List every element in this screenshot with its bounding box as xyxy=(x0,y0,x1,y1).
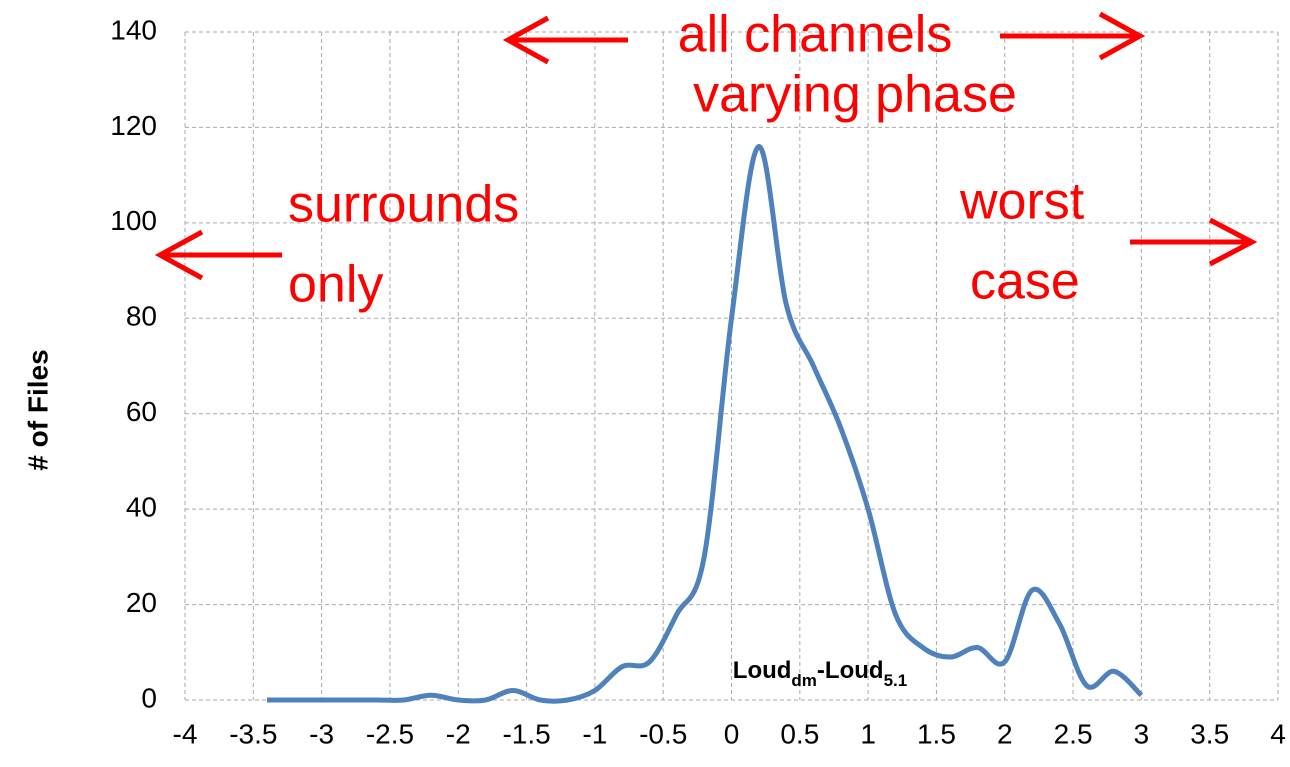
x-tick-label: -1 xyxy=(582,718,607,749)
x-tick-label: 4 xyxy=(1270,718,1286,749)
y-tick-label: 120 xyxy=(110,110,157,141)
arrow xyxy=(154,229,282,281)
y-tick-label: 80 xyxy=(126,301,157,332)
arrow xyxy=(1000,11,1146,61)
annotations: all channels varying phase surrounds onl… xyxy=(154,6,1258,314)
y-axis-label: # of Files xyxy=(22,349,53,470)
x-tick-label: -3 xyxy=(309,718,334,749)
x-tick-label: 2 xyxy=(997,718,1013,749)
annotation: varying phase xyxy=(693,66,1017,124)
x-tick-label: -2.5 xyxy=(366,718,414,749)
x-tick-label: -0.5 xyxy=(639,718,687,749)
arrow xyxy=(502,15,628,65)
annotation: surrounds xyxy=(288,176,519,234)
x-label-part: -Loud xyxy=(817,657,884,684)
y-tick-label: 40 xyxy=(126,492,157,523)
y-tick-label: 20 xyxy=(126,587,157,618)
arrow xyxy=(1130,217,1258,267)
y-tick-label: 100 xyxy=(110,205,157,236)
x-tick-label: 3 xyxy=(1134,718,1150,749)
y-tick-label: 0 xyxy=(141,682,157,713)
x-tick-label: -2 xyxy=(446,718,471,749)
y-tick-label: 140 xyxy=(110,14,157,45)
annotation: case xyxy=(970,253,1080,311)
grid xyxy=(184,31,1279,701)
x-tick-label: 2.5 xyxy=(1054,718,1093,749)
data-line xyxy=(266,144,1144,704)
x-tick-label: 3.5 xyxy=(1190,718,1229,749)
x-label-part: Loud xyxy=(733,657,792,684)
x-tick-label: -4 xyxy=(173,718,198,749)
annotation: only xyxy=(288,256,383,314)
x-axis-label: Louddm-Loud5.1 xyxy=(733,657,907,690)
x-tick-label: -3.5 xyxy=(229,718,277,749)
x-label-part: dm xyxy=(791,671,817,690)
x-tick-label: 1 xyxy=(860,718,876,749)
x-tick-label: 1.5 xyxy=(917,718,956,749)
x-tick-label: 0.5 xyxy=(780,718,819,749)
x-tick-label: 0 xyxy=(724,718,740,749)
y-tick-label: 60 xyxy=(126,396,157,427)
annotation: all channels xyxy=(678,6,953,64)
annotation: worst xyxy=(959,173,1085,231)
x-tick-label: -1.5 xyxy=(502,718,550,749)
x-label-part: 5.1 xyxy=(884,671,908,690)
